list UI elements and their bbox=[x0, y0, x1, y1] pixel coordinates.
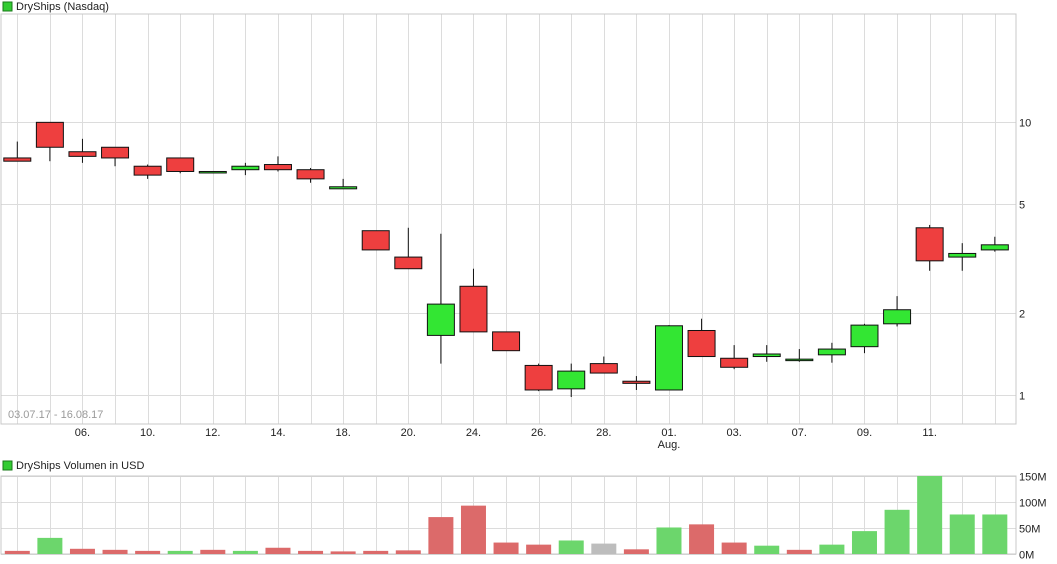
candle-body bbox=[850, 324, 879, 348]
volume-bar bbox=[428, 517, 454, 554]
volume-bar bbox=[232, 550, 258, 554]
volume-bar bbox=[167, 550, 193, 554]
volume-axis: 0M 50M 100M 150M bbox=[1019, 472, 1047, 562]
candle-body bbox=[883, 309, 912, 325]
volume-bar bbox=[851, 531, 877, 554]
candle-body bbox=[68, 151, 97, 157]
price-tick-label: 10 bbox=[1019, 118, 1031, 130]
candle-body bbox=[752, 353, 781, 358]
candle-body bbox=[166, 157, 195, 172]
candle-body bbox=[394, 256, 423, 270]
volume-tick-label: 100M bbox=[1019, 498, 1047, 510]
candle-body bbox=[459, 285, 488, 333]
volume-bar bbox=[330, 551, 356, 554]
x-tick-label: 01. bbox=[661, 427, 676, 439]
candle-body bbox=[231, 165, 260, 171]
candle-body bbox=[426, 303, 455, 336]
volume-bar bbox=[786, 549, 812, 554]
volume-bar bbox=[298, 550, 324, 554]
volume-bar bbox=[721, 542, 747, 554]
x-axis: 06. 10. 12. 14. 18. 20. 24. 26. 28. 01. 03. 07. 09. 1… bbox=[75, 427, 937, 451]
volume-bars bbox=[4, 476, 1008, 554]
candle-body bbox=[915, 227, 944, 262]
candle-body bbox=[622, 380, 651, 384]
candle-body bbox=[720, 357, 749, 368]
month-label: Aug. bbox=[658, 439, 681, 451]
volume-bar bbox=[656, 527, 682, 554]
candle-body bbox=[198, 170, 227, 174]
x-tick-label: 09. bbox=[857, 427, 872, 439]
candle-body bbox=[3, 157, 32, 162]
candle-body bbox=[589, 363, 618, 374]
x-tick-label: 20. bbox=[401, 427, 416, 439]
price-candles bbox=[3, 121, 1009, 398]
volume-bar bbox=[819, 544, 845, 554]
x-tick-label: 06. bbox=[75, 427, 90, 439]
volume-bar bbox=[200, 549, 226, 554]
x-tick-label: 28. bbox=[596, 427, 611, 439]
candle-body bbox=[524, 364, 553, 391]
volume-bar bbox=[37, 537, 63, 554]
volume-chart-title: DryShips Volumen in USD bbox=[16, 460, 144, 472]
volume-bar bbox=[558, 540, 584, 554]
candle-body bbox=[687, 329, 716, 358]
x-tick-label: 10. bbox=[140, 427, 155, 439]
volume-bar bbox=[69, 548, 95, 554]
price-tick-label: 2 bbox=[1019, 309, 1025, 321]
x-tick-label: 11. bbox=[922, 427, 936, 439]
candle-body bbox=[101, 146, 130, 159]
volume-bar bbox=[982, 514, 1008, 554]
volume-tick-label: 150M bbox=[1019, 472, 1047, 484]
candle-body bbox=[817, 348, 846, 356]
candle-body bbox=[948, 252, 977, 258]
candle-body bbox=[785, 358, 814, 362]
price-grid bbox=[1, 14, 1016, 424]
price-tick-label: 1 bbox=[1019, 391, 1025, 403]
price-legend-icon bbox=[2, 1, 13, 12]
volume-bar bbox=[265, 547, 291, 554]
candle-body bbox=[329, 186, 358, 190]
candle-body bbox=[492, 331, 521, 352]
x-tick-label: 12. bbox=[205, 427, 220, 439]
x-tick-label: 03. bbox=[726, 427, 741, 439]
x-tick-label: 24. bbox=[466, 427, 481, 439]
volume-bar bbox=[102, 549, 128, 554]
volume-bar bbox=[526, 544, 552, 554]
date-range-label: 03.07.17 - 16.08.17 bbox=[8, 409, 103, 421]
volume-legend-icon bbox=[2, 460, 13, 471]
volume-bar bbox=[363, 550, 389, 554]
volume-bar bbox=[591, 543, 617, 554]
volume-tick-label: 50M bbox=[1019, 524, 1040, 536]
price-tick-label: 5 bbox=[1019, 200, 1025, 212]
x-tick-label: 26. bbox=[531, 427, 546, 439]
candle-body bbox=[654, 325, 683, 391]
price-axis: 1 2 5 10 bbox=[1019, 118, 1031, 403]
candle-body bbox=[296, 169, 325, 180]
volume-bar bbox=[4, 550, 30, 554]
volume-bar bbox=[623, 549, 649, 554]
volume-bar bbox=[689, 524, 715, 554]
x-tick-label: 18. bbox=[335, 427, 350, 439]
volume-bar bbox=[135, 550, 161, 554]
candle-body bbox=[361, 230, 390, 251]
candle-body bbox=[35, 121, 64, 148]
volume-bar bbox=[460, 505, 486, 554]
candle-body bbox=[980, 244, 1009, 251]
volume-bar bbox=[949, 514, 975, 554]
candle-body bbox=[133, 165, 162, 176]
price-chart-title: DryShips (Nasdaq) bbox=[16, 1, 109, 13]
volume-tick-label: 0M bbox=[1019, 550, 1034, 562]
volume-bar bbox=[754, 545, 780, 554]
volume-bar bbox=[884, 509, 910, 554]
candle-body bbox=[557, 370, 586, 390]
volume-bar bbox=[395, 550, 421, 554]
x-tick-label: 14. bbox=[270, 427, 285, 439]
volume-bar bbox=[917, 476, 943, 554]
volume-bar bbox=[493, 542, 519, 554]
x-tick-label: 07. bbox=[792, 427, 807, 439]
price-panel-frame bbox=[0, 13, 1017, 425]
candle-body bbox=[263, 164, 292, 171]
